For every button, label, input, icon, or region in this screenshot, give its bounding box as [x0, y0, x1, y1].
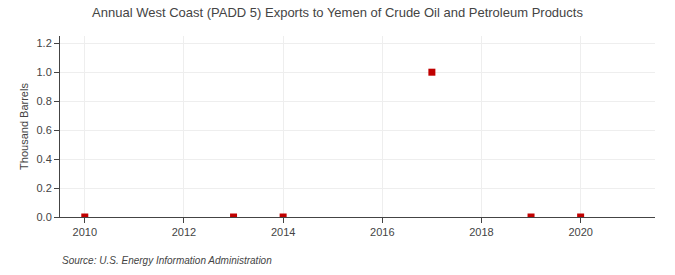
svg-text:2018: 2018: [469, 226, 493, 238]
svg-text:0.2: 0.2: [37, 182, 52, 194]
svg-text:Annual West Coast (PADD 5) Exp: Annual West Coast (PADD 5) Exports to Ye…: [92, 5, 583, 20]
svg-text:1.0: 1.0: [37, 66, 52, 78]
svg-text:0.6: 0.6: [37, 124, 52, 136]
svg-text:2016: 2016: [370, 226, 394, 238]
svg-text:Thousand Barrels: Thousand Barrels: [18, 83, 30, 170]
svg-text:2012: 2012: [172, 226, 196, 238]
svg-text:0.4: 0.4: [37, 153, 52, 165]
svg-text:2020: 2020: [568, 226, 592, 238]
svg-text:0.0: 0.0: [37, 211, 52, 223]
svg-text:1.2: 1.2: [37, 37, 52, 49]
svg-text:Source: U.S. Energy Informatio: Source: U.S. Energy Information Administ…: [62, 255, 272, 266]
svg-text:2014: 2014: [271, 226, 295, 238]
svg-text:0.8: 0.8: [37, 95, 52, 107]
svg-text:2010: 2010: [73, 226, 97, 238]
